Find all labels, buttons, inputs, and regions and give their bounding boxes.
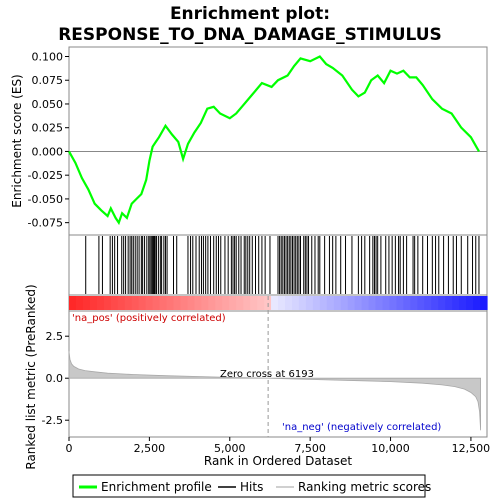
es-ytick-label: -0.075 bbox=[28, 217, 63, 230]
rank-xtick-label: 0 bbox=[66, 442, 73, 455]
rank-xtick-label: 10,000 bbox=[371, 442, 410, 455]
ranked-ytick-label: 2.5 bbox=[46, 330, 64, 343]
ranked-ytick-label: 0.0 bbox=[46, 372, 64, 385]
legend-ranking-metric-scores: Ranking metric scores bbox=[298, 480, 431, 494]
es-ytick-label: 0.075 bbox=[32, 74, 64, 87]
color-bar-segment bbox=[396, 296, 404, 310]
color-bar-segment bbox=[271, 296, 279, 310]
legend: Enrichment profile Hits Ranking metric s… bbox=[72, 474, 431, 498]
color-bar-segment bbox=[375, 296, 384, 310]
color-bar-segment bbox=[131, 296, 140, 310]
color-bar-segment bbox=[89, 296, 98, 310]
color-bar-segment bbox=[403, 296, 411, 310]
color-bar-segment bbox=[138, 296, 147, 310]
color-bar-segment bbox=[145, 296, 154, 310]
color-bar-segment bbox=[452, 296, 460, 310]
color-bar-segment bbox=[278, 296, 286, 310]
color-bar-segment bbox=[326, 296, 335, 310]
color-bar-segment bbox=[222, 296, 230, 310]
color-bar-segment bbox=[152, 296, 161, 310]
ranked-layer: -2.5 0.0 2.5 0 2,500 5,000 7,500 10,000 12,500 bbox=[42, 296, 491, 455]
es-layer: -0.075 -0.050 -0.025 0.000 0.025 0.050 0.075 0.… bbox=[28, 50, 487, 230]
es-ytick-label: -0.050 bbox=[28, 193, 63, 206]
es-ytick-label: 0.025 bbox=[32, 122, 64, 135]
color-bar-segment bbox=[368, 296, 377, 310]
color-bar-segment bbox=[194, 296, 202, 310]
chart-title-line1: Enrichment plot: bbox=[170, 4, 330, 24]
color-bar-segment bbox=[208, 296, 216, 310]
ranking-metric-area bbox=[68, 351, 481, 431]
color-bar-segment bbox=[187, 296, 195, 310]
es-ytick-label: 0.100 bbox=[32, 50, 64, 63]
color-bar-layer bbox=[69, 296, 488, 310]
color-bar-segment bbox=[319, 296, 328, 310]
color-bar-segment bbox=[229, 296, 237, 310]
color-bar-segment bbox=[173, 296, 182, 310]
color-bar-segment bbox=[180, 296, 189, 310]
color-bar-segment bbox=[284, 296, 293, 310]
color-bar-segment bbox=[82, 296, 91, 310]
color-bar-segment bbox=[305, 296, 314, 310]
na-neg-label: 'na_neg' (negatively correlated) bbox=[282, 422, 441, 433]
hits-layer bbox=[85, 236, 480, 294]
rank-xtick-label: 12,500 bbox=[452, 442, 491, 455]
enrichment-profile-line bbox=[68, 55, 480, 226]
color-bar-segment bbox=[417, 296, 425, 310]
color-bar-segment bbox=[480, 296, 488, 310]
es-ytick-label: 0.000 bbox=[32, 145, 64, 158]
color-bar-segment bbox=[382, 296, 391, 310]
color-bar-segment bbox=[389, 296, 398, 310]
rank-xtick-label: 7,500 bbox=[294, 442, 326, 455]
es-ytick-label: 0.050 bbox=[32, 98, 64, 111]
es-axis-label: Enrichment score (ES) bbox=[10, 74, 24, 207]
ranked-panel-frame bbox=[68, 310, 488, 438]
color-bar-segment bbox=[410, 296, 418, 310]
color-bar-segment bbox=[69, 296, 77, 310]
rank-axis-label: Rank in Ordered Dataset bbox=[204, 454, 352, 468]
legend-hits: Hits bbox=[240, 480, 263, 494]
color-bar-segment bbox=[257, 296, 265, 310]
color-bar-segment bbox=[215, 296, 223, 310]
color-bar-segment bbox=[354, 296, 363, 310]
color-bar-segment bbox=[333, 296, 342, 310]
rank-xtick-label: 5,000 bbox=[214, 442, 246, 455]
color-bar-segment bbox=[340, 296, 349, 310]
es-ytick-label: -0.025 bbox=[28, 169, 63, 182]
color-bar-segment bbox=[431, 296, 439, 310]
color-bar-segment bbox=[312, 296, 321, 310]
color-bar-segment bbox=[438, 296, 446, 310]
color-bar-segment bbox=[117, 296, 126, 310]
ranked-axis-label: Ranked list metric (PreRanked) bbox=[24, 284, 38, 469]
color-bar-segment bbox=[445, 296, 453, 310]
color-bar-segment bbox=[236, 296, 244, 310]
chart-title-line2: RESPONSE_TO_DNA_DAMAGE_STIMULUS bbox=[58, 25, 442, 45]
color-bar-segment bbox=[298, 296, 307, 310]
color-bar-segment bbox=[110, 296, 119, 310]
color-bar-segment bbox=[75, 296, 84, 310]
na-pos-label: 'na_pos' (positively correlated) bbox=[72, 313, 226, 324]
legend-box bbox=[72, 474, 426, 498]
color-bar-segment bbox=[243, 296, 251, 310]
legend-enrichment-profile: Enrichment profile bbox=[101, 480, 212, 494]
color-bar-segment bbox=[201, 296, 209, 310]
color-bar-segment bbox=[347, 296, 356, 310]
color-bar-segment bbox=[291, 296, 300, 310]
color-bar-segment bbox=[459, 296, 467, 310]
color-bar-segment bbox=[96, 296, 105, 310]
color-bar-segment bbox=[473, 296, 481, 310]
color-bar-segment bbox=[103, 296, 112, 310]
color-bar-segment bbox=[159, 296, 168, 310]
color-bar-segment bbox=[361, 296, 370, 310]
color-bar-segment bbox=[250, 296, 258, 310]
color-bar-segment bbox=[166, 296, 175, 310]
color-bar-segment bbox=[124, 296, 133, 310]
color-bar-segment bbox=[466, 296, 474, 310]
color-bar-segment bbox=[424, 296, 432, 310]
zero-cross-label: Zero cross at 6193 bbox=[220, 369, 314, 380]
rank-xtick-label: 2,500 bbox=[134, 442, 166, 455]
ranked-ytick-label: -2.5 bbox=[42, 414, 63, 427]
